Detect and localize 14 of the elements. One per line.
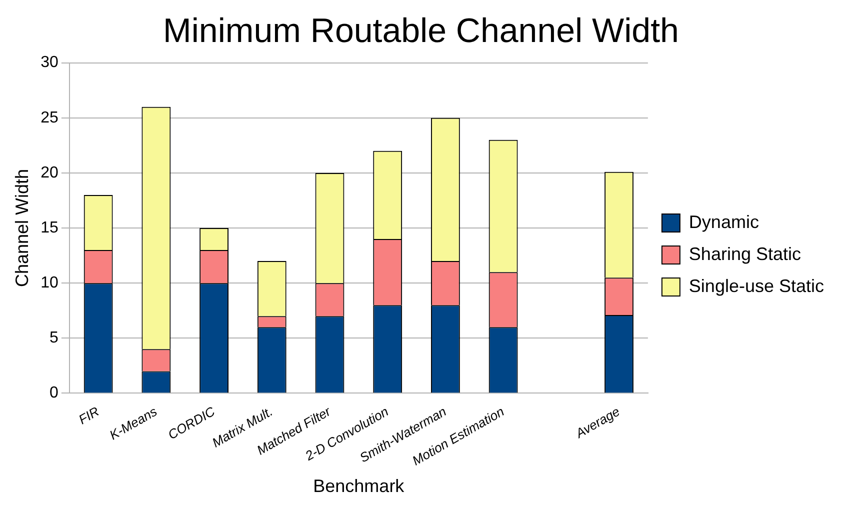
chart-title: Minimum Routable Channel Width [163, 12, 679, 50]
y-tick-label: 20 [40, 164, 58, 182]
y-axis-title: Channel Width [12, 168, 32, 288]
x-tick-label: FIR [76, 404, 102, 428]
legend-label: Dynamic [688, 212, 759, 232]
y-tick-label: 30 [40, 54, 58, 72]
legend-label: Sharing Static [688, 244, 801, 264]
y-tick-label: 5 [49, 330, 58, 347]
legend-label: Single-use Static [688, 276, 824, 296]
y-tick-label: 15 [40, 219, 58, 236]
y-tick-label: 25 [40, 109, 58, 126]
y-tick-label: 0 [49, 384, 58, 402]
x-axis-title: Benchmark [313, 476, 406, 496]
y-tick-label: 10 [40, 274, 58, 292]
